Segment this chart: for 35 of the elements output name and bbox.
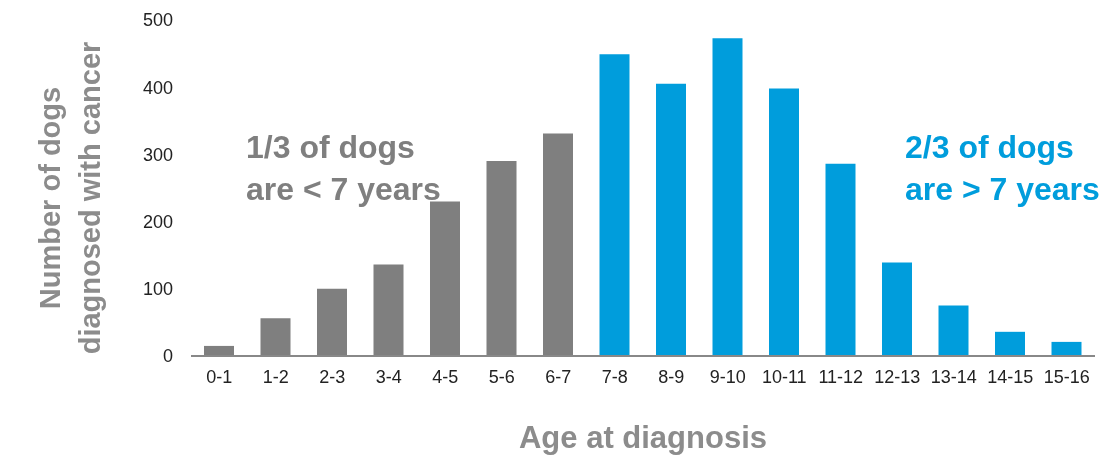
x-tick-label: 8-9 (658, 366, 685, 387)
x-tick-label: 7-8 (601, 366, 628, 387)
x-axis-title: Age at diagnosis (517, 420, 768, 456)
y-tick-label: 400 (142, 77, 173, 98)
x-tick-label: 10-11 (761, 366, 807, 387)
bar (938, 305, 969, 356)
x-tick-label: 1-2 (262, 366, 289, 387)
y-axis-title: Number of dogs diagnosed with cancer (33, 41, 107, 355)
y-tick-label: 0 (162, 346, 173, 367)
x-tick-label: 12-13 (874, 366, 921, 387)
bar (769, 88, 799, 356)
y-tick-label: 100 (142, 279, 173, 300)
bar (882, 262, 912, 356)
bar (656, 83, 686, 356)
x-tick-label: 0-1 (206, 366, 233, 387)
x-tick-label: 6-7 (545, 366, 572, 387)
x-tick-label: 14-15 (987, 366, 1034, 387)
x-tick-label: 2-3 (319, 366, 346, 387)
x-tick-label: 13-14 (930, 366, 977, 387)
annotation: 1/3 of dogs are < 7 years (246, 128, 441, 209)
bar (712, 38, 743, 356)
x-tick-label: 3-4 (375, 366, 402, 387)
bar (599, 54, 630, 356)
y-tick-label: 200 (142, 211, 173, 232)
bar (1051, 341, 1082, 356)
bar (995, 331, 1025, 356)
y-tick-label: 300 (142, 144, 173, 165)
x-tick-label: 4-5 (432, 366, 459, 387)
x-tick-label: 9-10 (709, 366, 746, 387)
bar (825, 163, 856, 356)
x-tick-label: 5-6 (488, 366, 515, 387)
x-tick-label: 11-12 (818, 366, 864, 387)
annotation: 2/3 of dogs are > 7 years (905, 128, 1100, 209)
x-tick-label: 15-16 (1043, 366, 1090, 387)
y-tick-label: 500 (142, 10, 173, 31)
